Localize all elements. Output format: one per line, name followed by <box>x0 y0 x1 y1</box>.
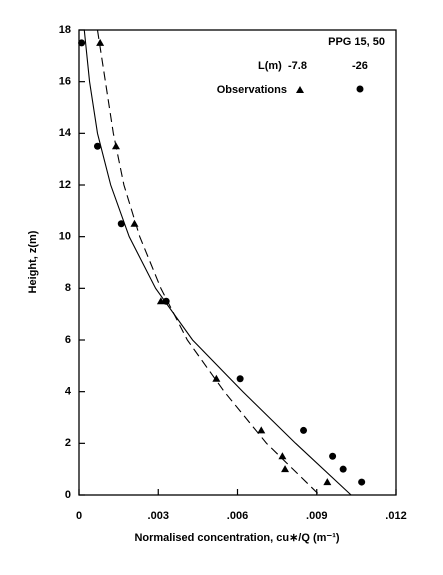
x-tick-label: 0 <box>76 510 82 522</box>
circle-point <box>162 297 170 305</box>
x-tick-label: .003 <box>148 510 169 522</box>
legend-entry: -7.8 <box>288 60 307 72</box>
circle-point <box>329 452 337 460</box>
fit-curve <box>83 29 352 496</box>
y-tick-label: 16 <box>59 76 71 88</box>
circle-point <box>300 426 308 434</box>
y-tick-label: 6 <box>65 334 71 346</box>
circle-point <box>358 478 366 486</box>
triangle-point <box>323 478 332 486</box>
legend-circle <box>356 85 364 93</box>
triangle-point <box>278 452 287 460</box>
y-tick-label: 4 <box>65 386 72 398</box>
y-tick-label: 14 <box>59 127 72 139</box>
triangle-point <box>281 465 290 473</box>
x-tick-label: .006 <box>227 510 248 522</box>
legend-triangle <box>296 86 304 93</box>
triangle-point <box>212 374 221 382</box>
triangle-point <box>156 297 165 305</box>
y-tick-label: 18 <box>59 24 71 36</box>
circle-point <box>339 465 347 473</box>
triangle-point <box>96 38 105 46</box>
y-tick-label: 0 <box>65 489 71 501</box>
y-tick-label: 8 <box>65 282 71 294</box>
y-tick-label: 12 <box>59 179 71 191</box>
circle-point <box>117 220 125 228</box>
legend-row-label: Observations <box>217 84 287 96</box>
circle-point <box>78 39 86 47</box>
y-axis-label: Height, z(m) <box>27 230 39 293</box>
circle-point <box>93 142 101 150</box>
legend-header: L(m) <box>258 60 282 72</box>
y-tick-label: 10 <box>59 231 71 243</box>
circle-point <box>236 375 244 383</box>
y-tick-label: 2 <box>65 437 71 449</box>
legend-title: PPG 15, 50 <box>328 36 385 48</box>
triangle-point <box>130 219 139 227</box>
x-tick-label: .009 <box>306 510 327 522</box>
x-tick-label: .012 <box>385 510 406 522</box>
triangle-point <box>257 426 266 434</box>
triangle-point <box>111 142 120 150</box>
x-axis-label: Normalised concentration, cu∗/Q (m⁻¹) <box>134 532 339 544</box>
legend-entry: -26 <box>352 60 368 72</box>
fit-curve <box>96 29 320 496</box>
